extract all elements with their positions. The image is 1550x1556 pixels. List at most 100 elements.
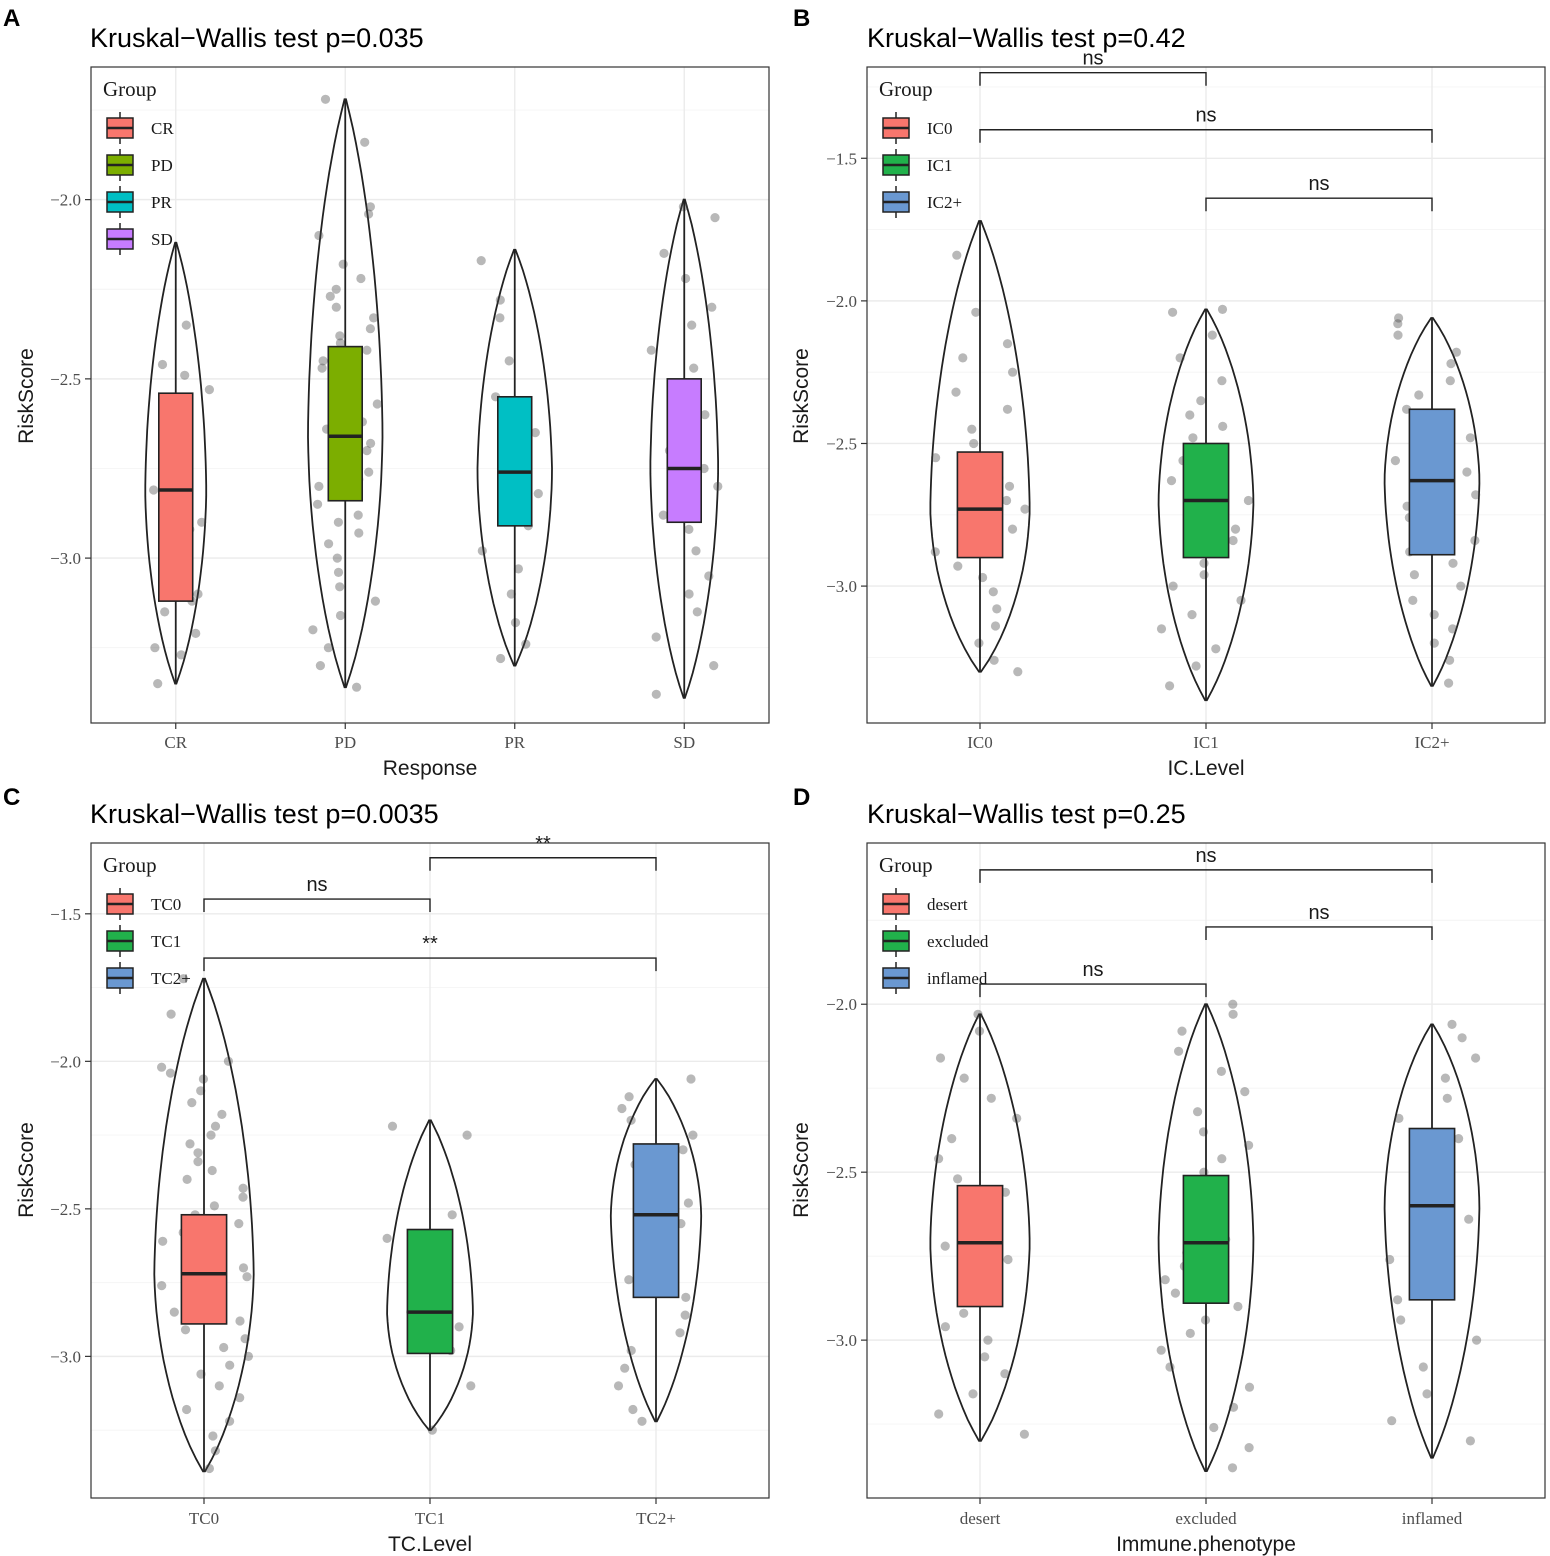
legend-item: IC1 <box>882 149 953 181</box>
y-tick-label: −2.5 <box>50 370 81 389</box>
significance-label: ** <box>535 833 551 855</box>
x-axis-title: TC.Level <box>388 1533 472 1556</box>
data-point <box>1240 1087 1250 1097</box>
data-point <box>1228 1402 1239 1412</box>
data-point <box>219 1342 229 1353</box>
data-point <box>971 307 981 317</box>
data-point <box>940 1241 950 1251</box>
data-point <box>370 596 380 606</box>
data-point <box>1244 1382 1255 1392</box>
data-point <box>1199 558 1209 568</box>
legend: Group CR PD PR SD <box>103 77 174 255</box>
legend-item: excluded <box>882 925 989 957</box>
data-point <box>1008 367 1018 377</box>
data-point <box>333 567 344 578</box>
data-point <box>1418 1362 1428 1372</box>
violin-desert <box>929 1013 1031 1442</box>
data-point <box>1160 1275 1170 1285</box>
data-point <box>204 1463 214 1474</box>
data-point <box>1227 1463 1238 1473</box>
significance-label: ** <box>422 933 438 955</box>
data-point <box>1196 396 1206 406</box>
data-point <box>686 1074 696 1084</box>
data-point <box>366 438 376 448</box>
data-point <box>700 410 710 420</box>
y-tick-label: −1.5 <box>50 905 81 924</box>
data-point <box>240 1334 250 1344</box>
data-point <box>318 356 328 366</box>
data-point <box>521 639 531 649</box>
data-point <box>157 359 168 370</box>
significance-label: ns <box>1082 959 1103 981</box>
data-point <box>362 345 372 355</box>
data-point <box>333 517 343 527</box>
data-point <box>1199 570 1209 580</box>
violin-ic1 <box>1157 308 1255 702</box>
significance-label: ns <box>1308 902 1329 924</box>
significance-label: ns <box>306 874 327 896</box>
legend-item: CR <box>106 112 174 144</box>
panel-letter: B <box>793 5 810 32</box>
comparison-bracket: ns <box>1205 173 1433 212</box>
data-point <box>959 1073 969 1083</box>
data-point <box>935 1053 946 1063</box>
data-point <box>243 1351 253 1361</box>
data-point <box>990 621 1001 631</box>
panel-letter: A <box>3 5 20 32</box>
data-point <box>709 661 719 671</box>
data-point <box>691 546 701 556</box>
data-point <box>1193 1107 1203 1117</box>
points <box>157 974 698 1474</box>
data-point <box>1429 638 1439 648</box>
data-point <box>959 1308 969 1318</box>
data-point <box>466 1381 476 1391</box>
data-point <box>209 1201 219 1211</box>
data-point <box>1191 661 1201 671</box>
data-point <box>533 489 543 499</box>
data-point <box>176 650 186 660</box>
data-point <box>1020 504 1030 514</box>
data-point <box>210 1121 221 1131</box>
data-point <box>323 643 333 653</box>
data-point <box>626 1115 636 1125</box>
data-point <box>951 387 961 397</box>
data-point <box>235 1393 245 1403</box>
data-point <box>989 655 999 665</box>
legend-item: SD <box>106 223 173 255</box>
y-tick-label: −2.0 <box>50 1052 81 1071</box>
data-point <box>223 1056 233 1066</box>
data-point <box>930 547 940 557</box>
data-point <box>234 1219 244 1229</box>
data-point <box>624 1092 634 1102</box>
data-point <box>1228 999 1238 1009</box>
bracket-line <box>979 983 1207 998</box>
data-point <box>707 302 717 312</box>
data-point <box>1233 1301 1243 1312</box>
data-point <box>447 1210 457 1220</box>
data-point <box>974 638 984 648</box>
data-point <box>462 1130 472 1140</box>
data-point <box>628 1404 638 1415</box>
data-point <box>331 284 341 294</box>
data-point <box>1217 376 1227 386</box>
data-point <box>1012 1113 1022 1123</box>
panel-a: A Kruskal−Wallis test p=0.035 Group CR PD PR S… <box>3 5 770 780</box>
data-point <box>225 1416 235 1426</box>
data-point <box>1385 1254 1395 1265</box>
bracket-line <box>203 898 431 913</box>
data-point <box>169 1307 179 1317</box>
data-point <box>687 320 697 330</box>
data-point <box>710 213 720 223</box>
box-inflamed <box>1408 1127 1456 1301</box>
data-point <box>980 1352 990 1362</box>
violin-tc2plus <box>609 1078 703 1423</box>
data-point <box>624 1275 634 1285</box>
data-point <box>504 356 514 366</box>
legend-title: Group <box>103 853 157 877</box>
y-tick-label: −3.0 <box>826 1331 857 1350</box>
data-point <box>242 1272 252 1282</box>
data-point <box>681 1292 691 1302</box>
box-sd <box>666 378 702 524</box>
box-tc1 <box>406 1228 454 1355</box>
